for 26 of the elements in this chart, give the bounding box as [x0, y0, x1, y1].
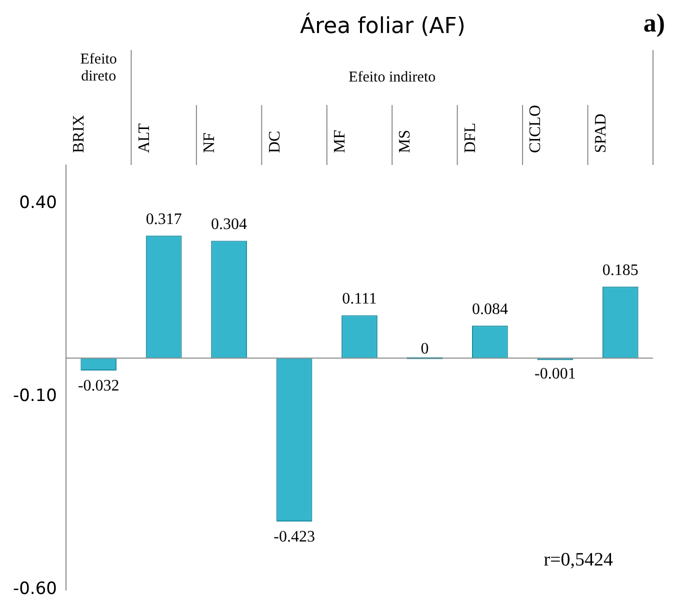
data-label: -0.423	[274, 528, 315, 546]
x-tick-label: MF	[331, 130, 348, 153]
annotation: r=0,5424	[544, 550, 614, 571]
x-tick-label: DFL	[462, 122, 479, 153]
y-tick-label: 0.40	[19, 193, 57, 214]
text: a)	[643, 8, 665, 38]
y-tick-label: -0.60	[12, 579, 57, 600]
y-tick-label: -0.10	[12, 386, 57, 406]
data-label: 0.304	[211, 216, 248, 233]
x-tick-label: DC	[266, 130, 284, 153]
data-label: -0.001	[534, 366, 576, 383]
data-label: 0.317	[146, 210, 182, 228]
text: Efeito indireto	[348, 69, 436, 86]
data-label: 0.084	[472, 300, 508, 318]
x-tick-label: BRIX	[70, 114, 88, 153]
text: Efeito direto	[80, 51, 117, 84]
x-tick-label: ALT	[136, 123, 153, 153]
data-label: 0.111	[342, 290, 377, 308]
x-tick-label: MS	[396, 130, 414, 153]
data-label: 0.185	[602, 262, 638, 279]
data-label: -0.032	[78, 378, 120, 395]
x-tick-label: NF	[201, 132, 218, 153]
x-tick-label: SPAD	[592, 114, 610, 153]
data-label: 0	[420, 340, 429, 358]
x-tick-label: CICLO	[527, 105, 544, 153]
chart-title: Área foliar (AF)	[300, 14, 466, 39]
